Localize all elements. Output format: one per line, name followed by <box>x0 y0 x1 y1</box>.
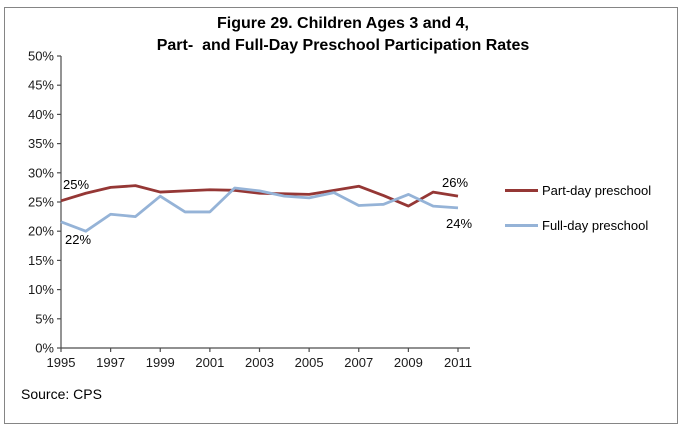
y-tick-label: 15% <box>28 253 54 268</box>
y-tick-label: 0% <box>35 341 54 356</box>
legend-label-full-day: Full-day preschool <box>542 218 649 233</box>
y-tick-label: 30% <box>28 165 54 180</box>
chart-title-line2: Part- and Full-Day Preschool Participati… <box>156 37 530 54</box>
y-tick-label: 45% <box>28 78 54 93</box>
y-tick-label: 5% <box>35 311 54 326</box>
x-tick-label: 1995 <box>47 355 76 370</box>
data-label: 24% <box>446 216 472 231</box>
y-tick-label: 25% <box>28 195 54 210</box>
x-tick-label: 2009 <box>394 355 423 370</box>
data-label: 25% <box>63 177 89 192</box>
data-label: 22% <box>65 232 91 247</box>
x-tick-label: 2001 <box>195 355 224 370</box>
series-line-full-day <box>60 186 459 233</box>
data-label: 26% <box>442 175 468 190</box>
x-tick-label: 2007 <box>344 355 373 370</box>
legend-item-part-day: Part-day preschool <box>505 182 651 199</box>
chart-title: Figure 29. Children Ages 3 and 4, Part- … <box>0 13 686 57</box>
x-tick-label: 2011 <box>444 355 472 370</box>
y-tick-label: 20% <box>28 224 54 239</box>
x-tick-label: 2005 <box>295 355 324 370</box>
legend-item-full-day: Full-day preschool <box>505 217 651 234</box>
chart-title-line1: Figure 29. Children Ages 3 and 4, <box>217 15 469 32</box>
part-day-line-swatch <box>505 188 538 193</box>
legend: Part-day preschool Full-day preschool <box>505 182 651 252</box>
full-day-line-swatch <box>505 223 538 228</box>
x-tick-label: 1999 <box>146 355 175 370</box>
y-tick-label: 40% <box>28 107 54 122</box>
x-tick-label: 1997 <box>96 355 125 370</box>
y-tick-label: 35% <box>28 136 54 151</box>
legend-label-part-day: Part-day preschool <box>542 183 652 198</box>
y-tick-label: 50% <box>28 49 54 64</box>
x-tick-label: 2003 <box>245 355 274 370</box>
source-note: Source: CPS <box>21 386 102 402</box>
series-line-part-day <box>60 184 459 208</box>
y-tick-label: 10% <box>28 282 54 297</box>
